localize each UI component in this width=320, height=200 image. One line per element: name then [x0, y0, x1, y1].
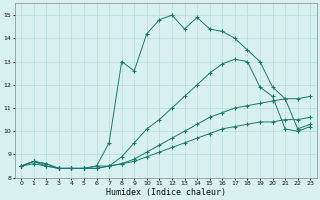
- X-axis label: Humidex (Indice chaleur): Humidex (Indice chaleur): [106, 188, 226, 197]
